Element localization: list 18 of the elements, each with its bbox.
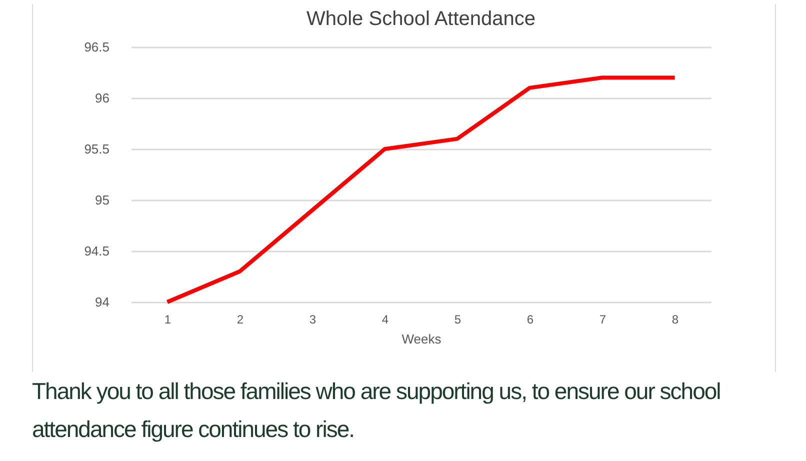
y-tick-label: 95.5 [84,142,110,156]
y-tick-label: 94 [95,294,110,310]
line-series [165,76,677,304]
x-tick-label: 6 [526,312,534,326]
x-tick-label: 2 [236,312,244,326]
x-tick-label: 4 [382,312,389,326]
y-tick-label: 96 [95,90,110,106]
x-tick-label: 3 [309,312,316,326]
chart-title: Whole School Attendance [306,8,536,30]
y-tick-label: 95 [95,192,110,208]
y-tick-label: 96.5 [84,40,110,54]
x-axis-title: Weeks [402,332,442,346]
x-tick-label: 8 [672,312,679,326]
text: Thank you to all those families who are supporting us, to ensure our school attendance figure continues to rise. [32,372,802,448]
x-tick-label: 1 [164,312,172,326]
x-tick-label: 5 [454,312,462,326]
y-tick-label: 94.5 [84,244,110,258]
x-tick-label: 7 [599,312,606,326]
